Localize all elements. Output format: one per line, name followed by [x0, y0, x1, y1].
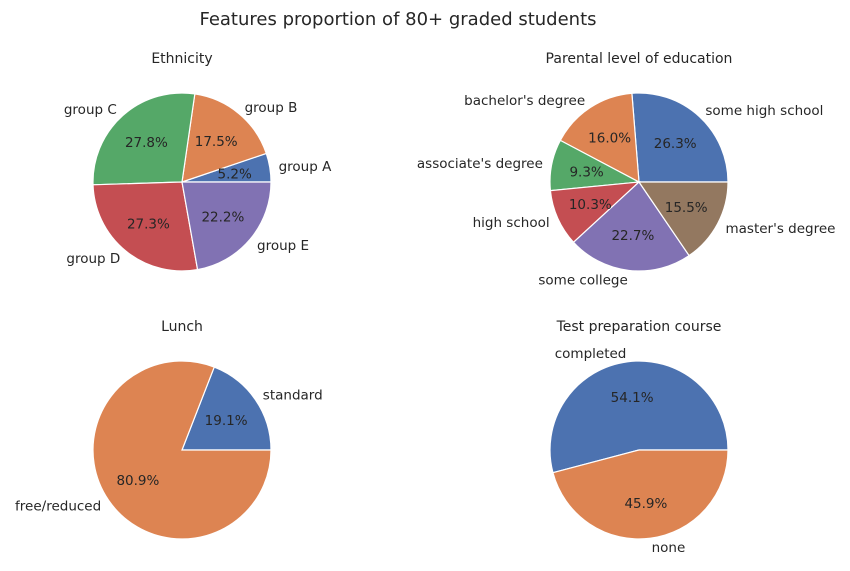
pie-category-label-group-d: group D	[66, 251, 120, 267]
pie-category-label-high-school: high school	[473, 215, 550, 231]
pie-pct-label-group-c: 27.8%	[125, 135, 168, 151]
pie-slice-none	[552, 449, 729, 540]
pie-slice-bachelor-s-degree	[559, 92, 640, 184]
pie-category-label-group-e: group E	[257, 238, 309, 254]
pie-pct-label-group-a: 5.2%	[218, 166, 252, 182]
pie-slice-free-reduced	[92, 360, 272, 540]
pie-category-label-some-college: some college	[538, 272, 627, 288]
pie-category-label-bachelor-s-degree: bachelor's degree	[464, 93, 585, 109]
chart-suptitle: Features proportion of 80+ graded studen…	[199, 9, 596, 30]
pie-chart-lunch: Lunch 19.1% standard 80.9% free/reduced	[15, 319, 323, 540]
pie-pct-label-associate-s-degree: 9.3%	[569, 165, 603, 181]
pie-pct-label-bachelor-s-degree: 16.0%	[588, 130, 631, 146]
pie-pct-label-none: 45.9%	[624, 496, 667, 512]
pie-title: Lunch	[161, 319, 203, 335]
pie-slice-some-high-school	[631, 92, 729, 183]
pie-slice-completed	[549, 360, 729, 474]
pie-slice-group-e	[181, 181, 272, 271]
pie-pct-label-free-reduced: 80.9%	[116, 473, 159, 489]
pie-slice-some-college	[572, 181, 690, 272]
pie-pct-label-master-s-degree: 15.5%	[665, 200, 708, 216]
pie-pct-label-group-b: 17.5%	[195, 134, 238, 150]
pie-pct-label-completed: 54.1%	[611, 390, 654, 406]
pie-title: Parental level of education	[546, 51, 733, 67]
pie-pct-label-some-college: 22.7%	[611, 228, 654, 244]
pie-slice-group-d	[92, 181, 199, 272]
pie-pct-label-standard: 19.1%	[205, 413, 248, 429]
pie-category-label-master-s-degree: master's degree	[726, 221, 836, 237]
pie-category-label-standard: standard	[263, 388, 323, 404]
pie-slice-master-s-degree	[637, 181, 729, 257]
pie-pct-label-some-high-school: 26.3%	[654, 136, 697, 152]
pie-slice-standard	[181, 366, 272, 451]
pie-pct-label-group-d: 27.3%	[127, 217, 170, 233]
pie-category-label-none: none	[652, 540, 686, 556]
pie-category-label-associate-s-degree: associate's degree	[417, 156, 543, 172]
pie-category-label-group-b: group B	[245, 100, 298, 116]
pie-chart-test-preparation: Test preparation course 54.1% completed 45.…	[549, 319, 729, 556]
pie-slice-group-c	[92, 92, 196, 186]
pie-pct-label-group-e: 22.2%	[201, 209, 244, 225]
pie-category-label-group-c: group C	[64, 102, 117, 118]
pie-slice-group-b	[181, 93, 268, 183]
pie-pct-label-high-school: 10.3%	[569, 197, 612, 213]
pie-category-label-completed: completed	[555, 346, 627, 362]
pie-title: Ethnicity	[151, 51, 212, 67]
pie-title: Test preparation course	[556, 319, 722, 335]
pie-category-label-free-reduced: free/reduced	[15, 498, 101, 514]
pie-category-label-group-a: group A	[279, 159, 332, 175]
pie-category-label-some-high-school: some high school	[705, 103, 823, 119]
pie-chart-parental-education: Parental level of education 26.3% some hig…	[417, 51, 836, 288]
pie-chart-ethnicity: Ethnicity 5.2% group A 17.5% group B 27.8% gro…	[64, 51, 332, 272]
